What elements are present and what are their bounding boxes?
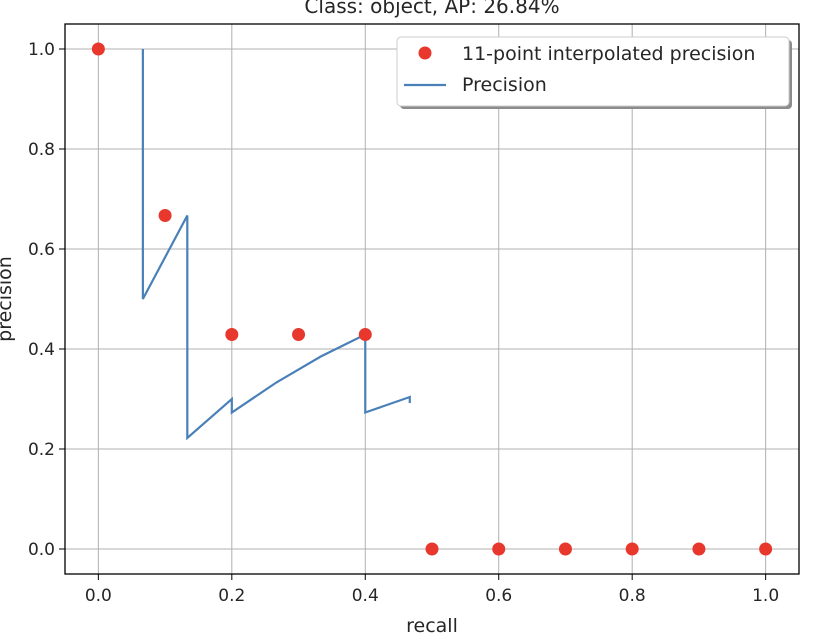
- interpolated-precision-point: [425, 542, 439, 556]
- interpolated-precision-point: [558, 542, 572, 556]
- legend-marker-interpolated: [418, 46, 432, 60]
- precision-series: [141, 49, 411, 441]
- interpolated-precision-point: [358, 328, 372, 341]
- interpolated-precision-point: [692, 542, 706, 556]
- interpolated-precision-point: [759, 542, 773, 556]
- legend-label-precision: Precision: [462, 74, 547, 96]
- chart-title: Class: object, AP: 26.84%: [304, 0, 559, 18]
- x-tick-label: 0.0: [85, 586, 112, 606]
- interpolated-precision-series: [91, 42, 773, 556]
- x-axis-label: recall: [406, 615, 458, 637]
- precision-line: [141, 49, 411, 441]
- y-axis-label: precision: [0, 256, 16, 342]
- x-tick-label: 1.0: [752, 586, 779, 606]
- y-tick-label: 0.8: [28, 140, 55, 160]
- interpolated-precision-point: [292, 328, 306, 341]
- interpolated-precision-point: [91, 42, 105, 56]
- y-tick-label: 0.4: [28, 340, 55, 360]
- interpolated-precision-point: [625, 542, 639, 556]
- y-tick-label: 0.2: [28, 440, 55, 460]
- legend-box: [396, 36, 790, 107]
- interpolated-precision-point: [492, 542, 506, 556]
- legend: 11-point interpolated precision Precisio…: [396, 36, 792, 109]
- x-tick-label: 0.2: [218, 586, 245, 606]
- x-tick-label: 0.4: [352, 586, 379, 606]
- interpolated-precision-point: [225, 328, 239, 341]
- interpolated-precision-point: [158, 209, 172, 222]
- y-tick-label: 0.6: [28, 240, 55, 260]
- x-tick-label: 0.8: [619, 586, 646, 606]
- x-tick-label: 0.6: [485, 586, 512, 606]
- legend-label-interpolated: 11-point interpolated precision: [462, 43, 755, 65]
- axis-ticks: 0.0 0.2 0.4 0.6 0.8 1.0 0.0 0.2 0.4 0.6 0.8 1.0: [28, 40, 779, 606]
- plot-frame: [64, 23, 800, 575]
- y-tick-label: 1.0: [28, 40, 55, 60]
- y-tick-label: 0.0: [28, 540, 55, 560]
